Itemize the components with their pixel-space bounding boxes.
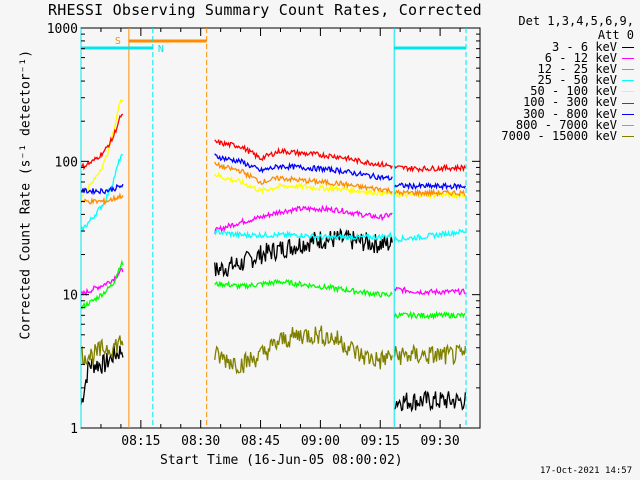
y-tick-label-2: 10 xyxy=(62,289,78,304)
series-line-1-seg-2 xyxy=(394,286,466,296)
legend-item-label: 100 - 300 keV xyxy=(523,95,617,110)
series-line-4-seg-2 xyxy=(394,190,466,200)
series-line-7-seg-0 xyxy=(80,192,124,206)
x-tick-label-5: 09:30 xyxy=(421,434,460,449)
series-line-0-seg-0 xyxy=(80,344,124,405)
chart-title: RHESSI Observing Summary Count Rates, Co… xyxy=(48,1,482,19)
legend-item: 50 - 100 keV xyxy=(484,84,634,99)
series-line-3-seg-2 xyxy=(393,228,466,243)
series-line-5-seg-0 xyxy=(80,113,124,171)
series-line-3-seg-0 xyxy=(80,153,124,232)
plot-frame xyxy=(80,27,481,429)
legend: 3 - 6 keV 6 - 12 keV 12 - 25 keV 25 - 50 ke… xyxy=(484,40,634,143)
series-line-4-seg-0 xyxy=(80,98,124,197)
legend-item: 12 - 25 keV xyxy=(484,62,634,77)
legend-swatch xyxy=(622,102,634,104)
night-label: N xyxy=(158,44,164,55)
y-tick-label-1: 100 xyxy=(55,155,78,170)
legend-swatch xyxy=(622,69,634,71)
legend-header: Det 1,3,4,5,6,9, Att 0 xyxy=(500,14,634,42)
legend-swatch xyxy=(622,124,634,126)
series-line-1-seg-0 xyxy=(80,268,124,297)
y-tick-label-0: 1000 xyxy=(47,22,78,37)
series-line-4-seg-1 xyxy=(214,171,393,196)
series-line-8-seg-1 xyxy=(214,325,393,375)
legend-item: 6 - 12 keV xyxy=(484,51,634,66)
series-line-2-seg-0 xyxy=(80,259,124,310)
x-tick-label-2: 08:45 xyxy=(241,434,280,449)
legend-swatch xyxy=(622,135,634,137)
series-line-1-seg-1 xyxy=(214,204,393,234)
series-line-8-seg-0 xyxy=(80,335,124,366)
legend-item-label: 3 - 6 keV xyxy=(551,40,617,54)
legend-item: 25 - 50 keV xyxy=(484,73,634,88)
legend-item-label: 25 - 50 keV xyxy=(537,73,617,88)
saa-label: S xyxy=(115,36,121,47)
legend-item-label: 6 - 12 keV xyxy=(544,51,617,66)
series-line-7-seg-2 xyxy=(394,187,466,198)
y-tick-label-3: 1 xyxy=(70,422,78,437)
legend-item: 800 - 7000 keV xyxy=(484,117,634,132)
series-line-2-seg-1 xyxy=(214,278,393,298)
legend-item: 300 - 800 keV xyxy=(484,106,634,121)
legend-swatch xyxy=(622,113,634,115)
x-tick-label-3: 09:00 xyxy=(301,434,340,449)
legend-swatch xyxy=(622,91,634,93)
y-axis-label: Corrected Count Rate (s⁻¹ detector⁻¹) xyxy=(18,49,34,340)
x-tick-label-4: 09:15 xyxy=(361,434,400,449)
x-tick-label-0: 08:15 xyxy=(121,434,160,449)
legend-item: 7000 - 15000 keV xyxy=(484,128,634,143)
legend-swatch xyxy=(622,58,634,60)
legend-item-label: 12 - 25 keV xyxy=(537,62,617,77)
series-line-7-seg-1 xyxy=(214,161,393,195)
generated-timestamp: 17-Oct-2021 14:57 xyxy=(540,466,633,476)
legend-item-label: 300 - 800 keV xyxy=(523,106,617,121)
legend-item: 3 - 6 keV xyxy=(484,40,634,54)
x-axis-label: Start Time (16-Jun-05 08:00:02) xyxy=(160,453,403,468)
series-line-5-seg-1 xyxy=(214,138,393,170)
series-line-2-seg-2 xyxy=(393,310,466,321)
series-line-3-seg-1 xyxy=(214,228,393,242)
legend-item-label: 7000 - 15000 keV xyxy=(501,128,617,143)
series-line-6-seg-1 xyxy=(214,153,393,182)
series-line-6-seg-0 xyxy=(81,183,124,196)
legend-item: 100 - 300 keV xyxy=(484,95,634,110)
series-line-0-seg-2 xyxy=(394,390,467,413)
legend-header-line-2: Att 0 xyxy=(597,28,634,42)
legend-item-label: 50 - 100 keV xyxy=(530,84,617,99)
series-line-8-seg-2 xyxy=(393,343,467,366)
legend-swatch xyxy=(622,47,634,49)
legend-header-line-1: Det 1,3,4,5,6,9, xyxy=(518,14,634,28)
series-line-5-seg-2 xyxy=(394,163,466,173)
legend-item-label: 800 - 7000 keV xyxy=(515,117,617,132)
series-line-6-seg-2 xyxy=(394,181,466,191)
x-tick-label-1: 08:30 xyxy=(181,434,220,449)
legend-swatch xyxy=(622,80,634,82)
series-line-0-seg-1 xyxy=(214,227,393,278)
